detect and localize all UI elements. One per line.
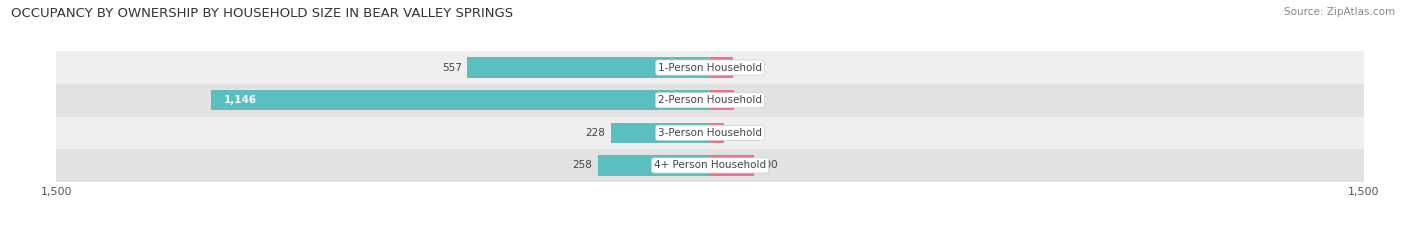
Bar [610, 123, 710, 143]
Text: 55: 55 [740, 95, 752, 105]
Bar [211, 90, 710, 110]
Bar [56, 149, 1364, 182]
Bar [710, 58, 733, 78]
Text: 100: 100 [759, 161, 779, 170]
Text: Source: ZipAtlas.com: Source: ZipAtlas.com [1284, 7, 1395, 17]
Bar [56, 116, 1364, 149]
Text: 228: 228 [585, 128, 606, 138]
Text: 1-Person Household: 1-Person Household [658, 63, 762, 72]
Bar [710, 90, 734, 110]
Bar [710, 155, 754, 175]
Text: 4+ Person Household: 4+ Person Household [654, 161, 766, 170]
Text: 33: 33 [730, 128, 742, 138]
Bar [710, 123, 724, 143]
Bar [467, 58, 710, 78]
Bar [56, 84, 1364, 116]
Text: 258: 258 [572, 161, 592, 170]
Text: 3-Person Household: 3-Person Household [658, 128, 762, 138]
Text: 2-Person Household: 2-Person Household [658, 95, 762, 105]
Bar [56, 51, 1364, 84]
Bar [598, 155, 710, 175]
Text: 52: 52 [738, 63, 751, 72]
Text: OCCUPANCY BY OWNERSHIP BY HOUSEHOLD SIZE IN BEAR VALLEY SPRINGS: OCCUPANCY BY OWNERSHIP BY HOUSEHOLD SIZE… [11, 7, 513, 20]
Text: 557: 557 [441, 63, 463, 72]
Text: 1,146: 1,146 [224, 95, 257, 105]
